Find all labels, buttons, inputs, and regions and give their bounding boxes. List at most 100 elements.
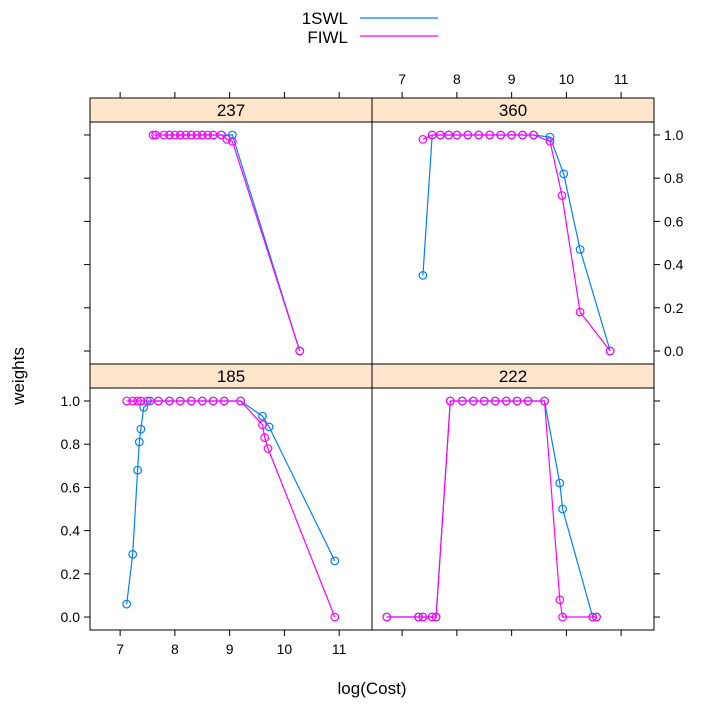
point-fiwl-185-12 (236, 396, 246, 406)
y-tick-label-left-3: 0.6 (61, 479, 81, 495)
point-1swl-360-0 (418, 271, 428, 280)
series-line-1swl-185 (126, 400, 336, 605)
point-1swl-222-14 (555, 478, 565, 488)
panel-strip-185 (89, 363, 373, 389)
point-1swl-222-15 (558, 504, 567, 514)
point-fiwl-185-0 (122, 396, 132, 406)
point-fiwl-360-15 (605, 346, 615, 356)
point-fiwl-222-9 (490, 396, 500, 406)
point-fiwl-222-14 (555, 595, 565, 605)
legend-label-fiwl: FIWL (307, 28, 348, 47)
point-1swl-185-0 (122, 599, 132, 609)
legend: 1SWL FIWL (302, 9, 438, 47)
panel-strip-label-360: 360 (499, 101, 527, 120)
panel-222: 222 (371, 363, 660, 636)
x-tick-label-bottom-2: 9 (226, 641, 234, 657)
point-1swl-185-4 (136, 424, 146, 434)
point-fiwl-237-9 (197, 130, 207, 140)
point-fiwl-185-8 (186, 396, 196, 406)
point-fiwl-185-2 (133, 396, 143, 406)
x-tick-label-bottom-1: 8 (171, 641, 179, 657)
y-tick-label-right-1: 0.2 (664, 300, 684, 316)
point-1swl-185-2 (133, 465, 143, 475)
panel-strip-360 (371, 97, 655, 123)
point-fiwl-185-6 (164, 396, 174, 406)
point-fiwl-237-4 (170, 130, 180, 140)
y-tick-label-left-4: 0.8 (61, 436, 81, 452)
x-tick-label-bottom-3: 10 (277, 641, 293, 657)
point-fiwl-222-10 (501, 396, 511, 406)
point-fiwl-360-2 (436, 130, 445, 140)
point-fiwl-237-13 (222, 134, 232, 144)
x-tick-label-top-4: 11 (614, 71, 629, 87)
x-tick-label-bottom-4: 11 (332, 641, 347, 657)
y-tick-label-left-0: 0.0 (61, 609, 81, 625)
point-fiwl-222-12 (523, 396, 533, 406)
point-fiwl-360-14 (575, 307, 585, 317)
point-fiwl-222-2 (418, 612, 428, 622)
panel-frame-222 (371, 387, 655, 631)
y-tick-label-left-1: 0.2 (61, 566, 81, 582)
point-1swl-237-7 (227, 130, 237, 140)
point-fiwl-360-13 (557, 191, 567, 200)
point-fiwl-185-3 (136, 396, 146, 406)
point-fiwl-360-0 (418, 134, 428, 144)
point-fiwl-222-13 (540, 396, 549, 406)
panel-strip-label-185: 185 (217, 367, 245, 386)
point-fiwl-237-2 (159, 130, 169, 140)
x-tick-label-top-3: 10 (559, 71, 575, 87)
point-fiwl-237-8 (192, 130, 202, 140)
point-fiwl-222-15 (558, 612, 567, 622)
x-tick-label-top-1: 8 (453, 71, 461, 87)
x-tick-label-top-0: 7 (398, 71, 406, 87)
point-fiwl-222-1 (414, 612, 423, 622)
panel-strip-label-237: 237 (217, 101, 245, 120)
y-tick-label-right-0: 0.0 (664, 343, 684, 359)
series-line-fiwl-237 (153, 134, 301, 352)
point-fiwl-360-5 (463, 130, 473, 140)
point-fiwl-222-17 (592, 612, 601, 622)
point-fiwl-360-12 (545, 136, 555, 146)
y-tick-label-right-5: 1.0 (664, 127, 684, 143)
y-tick-label-right-3: 0.6 (664, 213, 684, 229)
point-1swl-185-17 (330, 556, 340, 566)
panel-frame-185 (89, 387, 373, 631)
point-fiwl-360-9 (507, 130, 517, 140)
point-fiwl-237-12 (216, 130, 226, 140)
panel-frame-360 (371, 121, 655, 365)
point-fiwl-237-14 (227, 136, 237, 146)
point-fiwl-222-11 (512, 396, 522, 406)
y-tick-label-left-5: 1.0 (61, 393, 81, 409)
y-tick-label-right-4: 0.8 (664, 170, 684, 186)
point-fiwl-185-15 (263, 444, 273, 453)
point-fiwl-237-3 (164, 130, 174, 140)
point-1swl-360-13 (559, 169, 569, 179)
series-line-fiwl-185 (126, 400, 336, 618)
point-fiwl-185-4 (143, 396, 152, 406)
point-1swl-185-15 (258, 411, 267, 421)
point-fiwl-360-6 (474, 130, 484, 140)
x-tick-label-bottom-0: 7 (116, 641, 124, 657)
point-fiwl-360-10 (518, 130, 527, 140)
point-fiwl-185-7 (175, 396, 185, 406)
point-fiwl-237-6 (181, 130, 191, 140)
panel-strip-222 (371, 363, 655, 389)
series-line-fiwl-360 (422, 134, 611, 352)
y-tick-label-right-2: 0.4 (664, 257, 684, 273)
panel-strip-237 (89, 97, 373, 123)
point-fiwl-237-0 (148, 130, 158, 140)
series-line-1swl-222 (386, 400, 597, 618)
point-fiwl-222-16 (588, 612, 598, 622)
point-fiwl-222-4 (431, 612, 441, 622)
point-fiwl-185-10 (208, 396, 218, 406)
point-fiwl-185-5 (153, 396, 163, 406)
point-fiwl-185-9 (197, 396, 207, 406)
point-fiwl-360-4 (452, 130, 462, 140)
point-fiwl-222-6 (457, 396, 467, 406)
series-line-fiwl-222 (386, 400, 597, 618)
point-fiwl-185-14 (260, 433, 270, 443)
point-fiwl-237-7 (186, 130, 196, 140)
point-fiwl-222-7 (468, 396, 478, 406)
point-1swl-185-3 (134, 437, 144, 447)
